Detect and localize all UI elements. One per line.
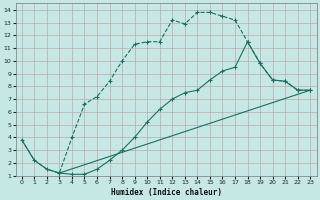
X-axis label: Humidex (Indice chaleur): Humidex (Indice chaleur) — [110, 188, 221, 197]
